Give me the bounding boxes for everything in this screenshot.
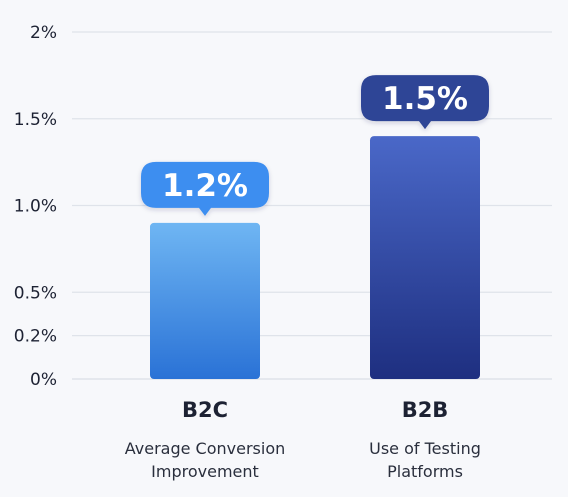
category-label: B2C <box>182 398 228 422</box>
y-tick-label: 2% <box>30 23 57 43</box>
category-description: Platforms <box>387 462 463 481</box>
bar-b2b <box>370 136 480 379</box>
y-tick-label: 0.2% <box>14 327 57 347</box>
y-tick-label: 1.5% <box>14 110 57 130</box>
category-description: Improvement <box>151 462 259 481</box>
data-label-bubble <box>361 75 489 130</box>
y-tick-label: 0% <box>30 370 57 390</box>
data-label: 1.2% <box>162 168 248 204</box>
category-label: B2B <box>402 398 449 422</box>
data-label-bubble <box>141 161 269 216</box>
bars: 1.2% 1.5% <box>141 75 489 379</box>
bar-b2c <box>150 222 260 379</box>
data-label: 1.5% <box>382 81 468 117</box>
category-labels: B2C Average Conversion Improvement B2B Use o… <box>125 398 481 481</box>
bubble-shape <box>361 75 489 130</box>
y-tick-label: 1.0% <box>14 197 57 217</box>
y-axis: 0% 0.2% 0.5% 1.0% 1.5% 2% <box>14 23 57 390</box>
y-tick-label: 0.5% <box>14 283 57 303</box>
category-description: Average Conversion <box>125 439 286 458</box>
bubble-shape <box>141 161 269 216</box>
category-description: Use of Testing <box>369 439 481 458</box>
